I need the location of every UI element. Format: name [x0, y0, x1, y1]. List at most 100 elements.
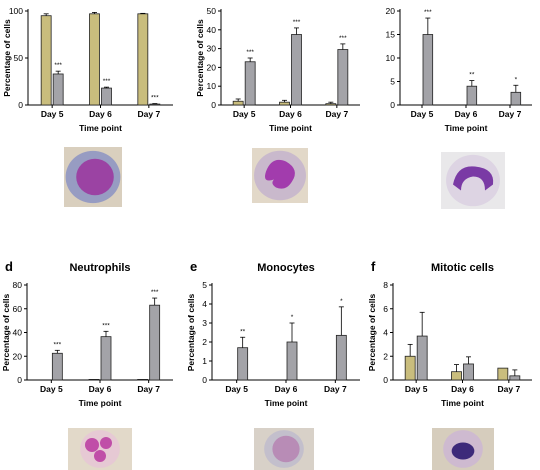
y-axis-label: Percentage of cells [195, 19, 205, 97]
cell-images [64, 147, 505, 470]
bar-treated [237, 347, 249, 381]
nucleus-lobe [85, 438, 99, 452]
x-tick-label: Day 5 [41, 109, 64, 119]
chart-title: Monocytes [257, 262, 314, 274]
y-tick-label: 60 [13, 304, 23, 314]
x-tick-label: Day 6 [275, 384, 298, 394]
bar-treated [149, 103, 161, 106]
y-tick-label: 3 [202, 318, 207, 328]
bar-control [451, 371, 462, 381]
nucleus [272, 435, 300, 463]
bar-control [497, 367, 509, 381]
panel-letter: e [190, 259, 197, 274]
bar-control [89, 13, 100, 106]
y-tick-label: 10 [207, 81, 217, 91]
y-tick-label: 50 [14, 53, 24, 63]
significance-label: *** [293, 19, 301, 26]
y-tick-label: 40 [13, 328, 23, 338]
x-axis-label: Time point [79, 123, 122, 133]
y-tick-label: 20 [207, 62, 217, 72]
y-axis-label: Percentage of cells [367, 293, 377, 371]
y-tick-label: 2 [202, 337, 207, 347]
y-tick-label: 50 [207, 6, 217, 16]
y-tick-label: 4 [202, 299, 207, 309]
y-tick-label: 20 [386, 6, 396, 16]
cell-image-monocyte [254, 428, 314, 470]
y-tick-label: 2 [383, 351, 388, 361]
y-tick-label: 0 [383, 375, 388, 385]
significance-label: * [340, 298, 343, 305]
y-tick-label: 5 [202, 280, 207, 290]
cell-image-neutrophil [68, 428, 132, 470]
cell-image-promyelocyte [64, 147, 122, 207]
y-tick-label: 0 [211, 100, 216, 110]
x-tick-label: Day 7 [137, 384, 160, 394]
bar-treated [101, 87, 112, 106]
y-tick-label: 10 [386, 53, 396, 63]
x-tick-label: Day 7 [324, 384, 347, 394]
y-tick-label: 6 [383, 304, 388, 314]
bar-control [137, 379, 149, 381]
significance-label: *** [246, 49, 254, 56]
y-tick-label: 4 [383, 328, 388, 338]
y-tick-label: 0 [18, 100, 23, 110]
bar-charts: Promyelocytes050100Percentage of cellsTi… [1, 6, 532, 408]
significance-label: *** [54, 341, 62, 348]
significance-label: *** [339, 35, 347, 42]
significance-label: *** [102, 322, 110, 329]
significance-label: * [291, 314, 294, 321]
x-tick-label: Day 6 [279, 109, 302, 119]
significance-label: *** [54, 62, 62, 69]
cell-image-band [441, 152, 505, 209]
chart-5: e Monocytes 0 1 2 3 4 5 Percentage of cells Time … [186, 259, 360, 408]
x-tick-label: Day 6 [89, 109, 112, 119]
bar-control [232, 100, 244, 106]
x-tick-label: Day 5 [405, 384, 428, 394]
bar-treated [291, 34, 302, 106]
x-tick-label: Day 7 [499, 109, 522, 119]
y-tick-label: 0 [202, 375, 207, 385]
nucleus [453, 166, 494, 191]
bar-control [88, 379, 100, 381]
significance-label: *** [103, 78, 111, 85]
panel-letter: f [371, 259, 376, 274]
x-tick-label: Day 5 [411, 109, 434, 119]
y-tick-label: 15 [386, 30, 396, 40]
x-tick-label: Day 5 [233, 109, 256, 119]
x-tick-label: Day 5 [225, 384, 248, 394]
x-axis-label: Time point [269, 123, 312, 133]
y-tick-label: 0 [390, 100, 395, 110]
cell-image-mitotic [432, 428, 494, 470]
nucleus [265, 159, 295, 189]
nucleus [76, 158, 114, 196]
bar-treated [52, 73, 64, 106]
chart-1: Promyelocytes050100Percentage of cellsTi… [2, 6, 173, 133]
y-tick-label: 0 [17, 375, 22, 385]
chart-title: Neutrophils [69, 262, 130, 274]
bar-treated [509, 375, 521, 381]
chart-title: Mitotic cells [431, 262, 494, 274]
significance-label: * [515, 76, 518, 83]
nucleus-lobe [100, 437, 112, 449]
significance-label: *** [424, 9, 432, 16]
bar-control [40, 15, 52, 106]
cell-image-myelocyte [252, 148, 308, 203]
cytoplasm [80, 430, 120, 468]
y-axis-label: Percentage of cells [2, 19, 12, 97]
bar-treated [416, 335, 428, 381]
significance-label: ** [469, 72, 475, 79]
y-tick-label: 1 [202, 356, 207, 366]
y-tick-label: 100 [9, 6, 23, 16]
y-tick-label: 20 [13, 351, 23, 361]
bar-treated [422, 34, 434, 106]
x-tick-label: Day 6 [451, 384, 474, 394]
bar-treated [286, 341, 298, 381]
x-axis-label: Time point [445, 123, 488, 133]
bar-treated [335, 334, 347, 381]
x-tick-label: Day 6 [89, 384, 112, 394]
x-axis-label: Time point [265, 398, 308, 408]
x-axis-label: Time point [79, 398, 122, 408]
